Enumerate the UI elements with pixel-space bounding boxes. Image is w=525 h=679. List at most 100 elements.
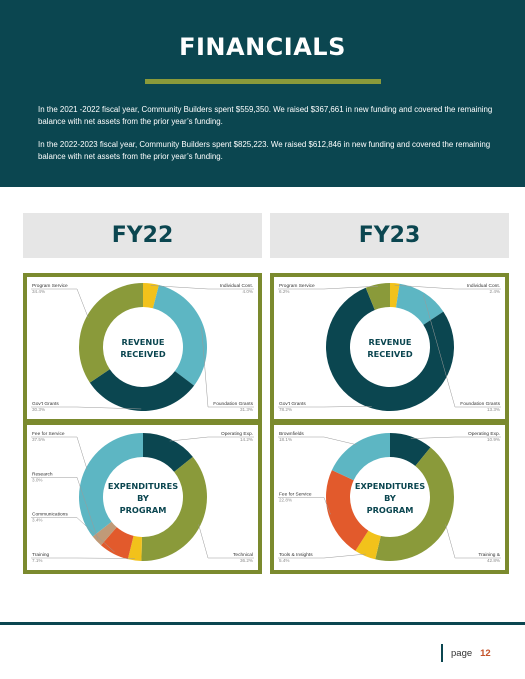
slice-label: Operating Exp. xyxy=(221,431,253,437)
leader-line xyxy=(445,524,501,559)
center-label-line: EXPENDITURES xyxy=(108,481,178,491)
slice-percent-label: 3.0% xyxy=(32,477,42,482)
slice-communications xyxy=(100,527,134,560)
fy22-revenue-donut-chart: REVENUE RECEIVED Individual Cont.4.0% Found… xyxy=(31,283,254,412)
page-indicator: page 12 xyxy=(441,644,491,662)
fy23-expenditures-card: EXPENDITURES BY PROGRAM Operating Exp. 10.9%… xyxy=(274,425,505,570)
slice-label: Individual Cont. xyxy=(220,283,253,289)
fy23-revenue-donut-chart: REVENUE RECEIVED Individual Cont.2.4% Found… xyxy=(278,283,501,412)
leader-line xyxy=(31,288,89,318)
slice-percent-label: 10.9% xyxy=(487,437,500,442)
slice-fee-for-service xyxy=(79,433,143,537)
slice-label: Operating Exp. xyxy=(468,431,500,437)
slice-fee-for-service xyxy=(326,470,369,551)
leader-line xyxy=(169,436,254,442)
leader-line xyxy=(31,517,115,553)
leader-line xyxy=(278,436,357,445)
center-label-line: RECEIVED xyxy=(367,349,412,359)
slice-percent-label: 31.3% xyxy=(240,407,253,412)
slice-percent-label: 3.4% xyxy=(32,518,42,523)
leader-line xyxy=(278,285,379,290)
center-label-line: BY xyxy=(137,493,150,503)
page-label: page xyxy=(451,647,473,659)
slice-label: Fee for Service xyxy=(32,431,65,437)
slice-percent-label: 6.2% xyxy=(279,289,289,294)
slice-percent-label: 18.1% xyxy=(279,437,292,442)
leader-line xyxy=(278,406,372,408)
leader-line xyxy=(150,285,254,290)
leader-line xyxy=(278,497,331,515)
financials-header: FINANCIALS In the 2021 -2022 fiscal year… xyxy=(0,0,525,187)
slice-label: Training & xyxy=(478,552,500,558)
center-label-line: PROGRAM xyxy=(367,505,414,515)
slice-label: Research xyxy=(32,471,53,477)
slice-program-service xyxy=(79,283,143,383)
title-underline xyxy=(145,79,381,84)
leader-line xyxy=(201,326,254,408)
leader-line xyxy=(31,477,99,540)
slice-program-service xyxy=(365,283,390,310)
slice-research xyxy=(92,521,117,546)
slice-percent-label: 13.3% xyxy=(487,407,500,412)
fy23-revenue-card: REVENUE RECEIVED Individual Cont. 2.4% Found… xyxy=(274,277,505,419)
fy22-expenditures-donut-chart: EXPENDITURES BY PROGRAM Operating Exp.14.2%… xyxy=(31,431,254,563)
fy22-summary-paragraph: In the 2021 -2022 fiscal year, Community… xyxy=(38,105,493,126)
fy22-expenditures-card: EXPENDITURES BY PROGRAM Operating Exp. 14.2%… xyxy=(27,425,258,570)
slice-percent-label: 22.8% xyxy=(279,498,292,503)
slice-label: Fee for Service xyxy=(279,492,312,498)
slice-percent-label: 5.4% xyxy=(279,558,289,563)
leader-line xyxy=(278,553,366,559)
fy22-revenue-card: REVENUE RECEIVED Individual Cont. 4.0% Found… xyxy=(27,277,258,419)
slice-operating-exp xyxy=(143,433,193,472)
slice-label: Program Service xyxy=(279,283,315,289)
slice-individual-cont xyxy=(390,283,400,308)
leader-line xyxy=(394,284,501,290)
slice-label: Training xyxy=(32,552,49,558)
slice-gov-t-grants xyxy=(89,369,195,411)
fy22-heading: FY22 xyxy=(111,223,174,248)
leader-line xyxy=(410,436,501,439)
fy23-heading-box: FY23 xyxy=(270,213,509,258)
slice-percent-label: 78.2% xyxy=(279,407,292,412)
slice-training xyxy=(375,447,454,561)
slice-percent-label: 37.5% xyxy=(32,437,45,442)
center-label-line: EXPENDITURES xyxy=(355,481,425,491)
center-label-line: REVENUE xyxy=(369,337,412,347)
slice-percent-label: 34.4% xyxy=(32,289,45,294)
page-divider xyxy=(441,644,443,662)
slice-percent-label: 2.4% xyxy=(490,289,500,294)
slice-label: Gov't Grants xyxy=(32,401,59,407)
leader-line xyxy=(198,524,254,559)
slice-label: Brownfields xyxy=(279,431,304,437)
slice-individual-cont xyxy=(143,283,159,309)
leader-line xyxy=(423,294,501,408)
slice-technical xyxy=(141,456,207,561)
slice-percent-label: 7.1% xyxy=(32,558,42,563)
page-title: FINANCIALS xyxy=(179,33,346,61)
leader-line xyxy=(31,436,88,470)
slice-operating-exp xyxy=(390,433,431,467)
fy23-summary-paragraph: In the 2022-2023 fiscal year, Community … xyxy=(38,140,491,161)
center-label-line: RECEIVED xyxy=(120,349,165,359)
slice-percent-label: 42.8% xyxy=(487,558,500,563)
center-label-line: PROGRAM xyxy=(120,505,167,515)
fy23-expenditures-donut-chart: EXPENDITURES BY PROGRAM Operating Exp.10.9%… xyxy=(278,431,501,563)
page-number: 12 xyxy=(480,647,491,659)
slice-training xyxy=(127,535,142,561)
slice-foundation-grants xyxy=(396,283,444,325)
slice-brownfields xyxy=(331,433,390,481)
slice-label: Program Service xyxy=(32,283,68,289)
center-label-line: REVENUE xyxy=(122,337,165,347)
fy22-heading-box: FY22 xyxy=(23,213,262,258)
slice-percent-label: 14.2% xyxy=(240,437,253,442)
slice-percent-label: 4.0% xyxy=(243,289,253,294)
footer-rule xyxy=(0,622,525,625)
center-label-line: BY xyxy=(384,493,397,503)
slice-tools-insights xyxy=(355,530,381,560)
slice-label: Communications xyxy=(32,512,68,518)
slice-gov-t-grants xyxy=(326,287,454,411)
fy22-chart-panel: REVENUE RECEIVED Individual Cont. 4.0% Found… xyxy=(23,273,262,574)
slice-label: Foundation Grants xyxy=(213,401,253,407)
slice-label: Tools & Insights xyxy=(279,552,313,558)
fy23-chart-panel: REVENUE RECEIVED Individual Cont. 2.4% Found… xyxy=(270,273,509,574)
